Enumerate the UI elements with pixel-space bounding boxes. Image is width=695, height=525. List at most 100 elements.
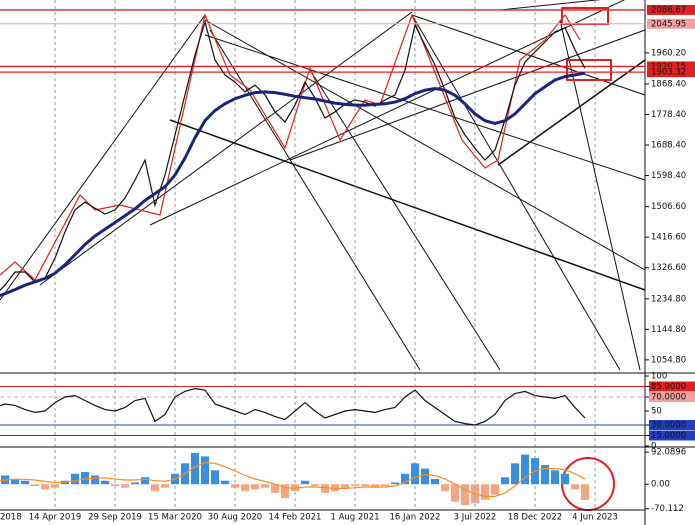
histogram-bar xyxy=(141,477,149,485)
histogram-bar xyxy=(351,484,359,486)
histogram-bar xyxy=(431,479,439,485)
histogram-bar xyxy=(451,484,459,502)
histogram-bar xyxy=(91,475,99,485)
x-tick-label: 4 Jun 2023 xyxy=(572,513,618,523)
y-tick-label: 1416.60 xyxy=(651,233,686,243)
histogram-bar xyxy=(121,484,129,488)
histogram-bar xyxy=(221,480,229,485)
y-tick-label: 0 xyxy=(651,442,656,452)
x-tick-label: 29 Sep 2019 xyxy=(88,513,142,523)
y-tick-label: 1778.40 xyxy=(651,110,686,120)
histogram-bar xyxy=(251,484,259,490)
y-tick-label-box xyxy=(647,67,695,78)
histogram-bar xyxy=(571,484,579,490)
histogram-bar xyxy=(41,484,49,490)
y-tick-label: 85.0000 xyxy=(651,382,686,392)
x-tick-label: 2018 xyxy=(0,513,22,523)
y-tick-label-box xyxy=(649,430,695,441)
histogram-bar xyxy=(561,473,569,485)
histogram-bar xyxy=(421,468,429,485)
histogram-bar xyxy=(541,465,549,485)
y-tick-label: 50 xyxy=(651,407,662,417)
histogram-bar xyxy=(151,484,159,492)
y-tick-label: 1960.20 xyxy=(651,48,686,58)
histogram-bar xyxy=(411,463,419,485)
y-tick-label-box xyxy=(647,4,695,15)
histogram-bar xyxy=(21,480,29,485)
histogram-bar xyxy=(201,456,209,485)
histogram-bar xyxy=(391,482,399,485)
y-tick-label: 1688.40 xyxy=(651,141,686,151)
histogram-bar xyxy=(71,473,79,485)
y-tick-label: 1868.40 xyxy=(651,79,686,89)
histogram-bar xyxy=(211,470,219,485)
histogram-bar xyxy=(501,477,509,485)
series-line xyxy=(0,19,586,291)
x-tick-label: 30 Aug 2020 xyxy=(208,513,262,523)
y-tick-label-box xyxy=(649,420,695,430)
histogram-bar xyxy=(111,484,119,486)
histogram-bar xyxy=(271,484,279,493)
highlight-box xyxy=(566,59,612,81)
y-tick-label: 30.0000 xyxy=(651,421,686,431)
series-line xyxy=(0,387,586,426)
histogram-bar xyxy=(311,484,319,486)
histogram-bar xyxy=(491,484,499,495)
y-tick-label: -70.112 xyxy=(651,504,684,514)
histogram-bar xyxy=(291,484,299,492)
y-tick-label: 1234.80 xyxy=(651,294,686,304)
histogram-bar xyxy=(521,454,529,485)
histogram-bar xyxy=(301,480,309,485)
histogram-bar xyxy=(441,484,449,492)
histogram-bar xyxy=(381,484,389,486)
histogram-bar xyxy=(191,452,199,485)
level-label: 2086.67 xyxy=(651,5,686,15)
histogram-bar xyxy=(131,482,139,485)
histogram-bar xyxy=(481,484,489,500)
y-tick-label-box xyxy=(647,61,695,72)
histogram-bar xyxy=(361,484,369,486)
histogram-bar xyxy=(11,479,19,485)
histogram-bar xyxy=(261,484,269,488)
y-tick-label-box xyxy=(647,18,695,29)
y-tick-label: 92.0896 xyxy=(651,448,686,458)
histogram-bar xyxy=(31,484,39,486)
histogram-bar xyxy=(161,484,169,488)
y-tick-label: 1326.60 xyxy=(651,263,686,273)
x-tick-label: 1 Aug 2021 xyxy=(330,513,379,523)
histogram-bar xyxy=(281,484,289,499)
y-tick-label: 0.00 xyxy=(651,480,670,490)
histogram-bar xyxy=(401,473,409,485)
histogram-bar xyxy=(461,484,469,506)
y-tick-label: 100 xyxy=(651,372,667,382)
level-label: 2045.95 xyxy=(651,19,686,29)
x-tick-label: 16 Jan 2022 xyxy=(390,513,441,523)
histogram-bar xyxy=(551,470,559,485)
x-tick-label: 15 Mar 2020 xyxy=(148,513,202,523)
y-tick-label: 1506.60 xyxy=(651,202,686,212)
y-tick-label: 70.0000 xyxy=(651,393,686,403)
histogram-bar xyxy=(51,484,59,488)
series-line xyxy=(0,71,586,297)
histogram-bar xyxy=(371,484,379,488)
x-tick-label: 14 Apr 2019 xyxy=(29,513,82,523)
y-tick-label: 15.0000 xyxy=(651,431,686,441)
level-label: 1920.15 xyxy=(651,62,686,72)
x-tick-label: 18 Dec 2022 xyxy=(508,513,562,523)
histogram-bar xyxy=(101,480,109,485)
histogram-bar xyxy=(511,463,519,485)
x-tick-label: 14 Feb 2021 xyxy=(269,513,322,523)
y-tick-label-box xyxy=(649,381,695,392)
histogram-bar xyxy=(231,484,239,488)
level-label: 1903.32 xyxy=(651,68,686,78)
x-tick-label: 3 Jul 2022 xyxy=(454,513,497,523)
histogram-bar xyxy=(81,472,89,485)
y-tick-label: 1054.80 xyxy=(651,355,686,365)
histogram-bar xyxy=(321,484,329,493)
series-line xyxy=(0,461,586,497)
histogram-bar xyxy=(341,484,349,488)
y-tick-label: 1598.40 xyxy=(651,171,686,181)
y-tick-label: 1144.80 xyxy=(651,325,686,335)
